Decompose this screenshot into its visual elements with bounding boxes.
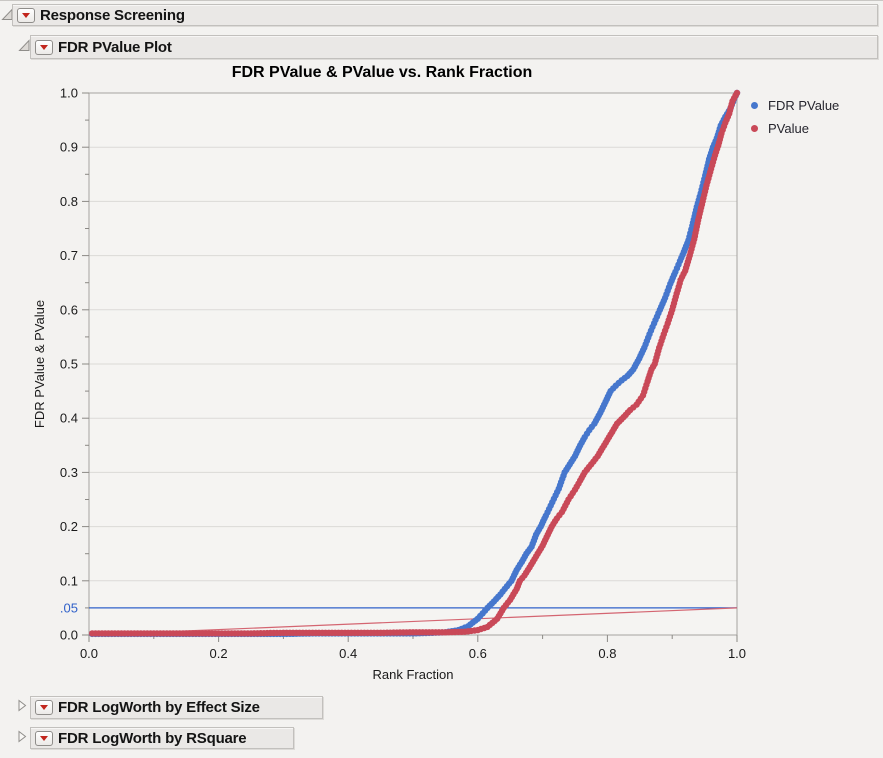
y-threshold-label: .05 <box>60 600 78 615</box>
y-tick-label: 0.4 <box>60 411 78 426</box>
y-tick-label: 0.8 <box>60 194 78 209</box>
legend-item-fdr-pvalue[interactable]: FDR PValue <box>751 94 839 117</box>
outline-header-fdr-logworth-by-rsquare[interactable]: FDR LogWorth by RSquare <box>30 727 294 749</box>
plot-legend: FDR PValue PValue <box>751 94 839 140</box>
plot-title: FDR PValue & PValue vs. Rank Fraction <box>231 64 533 81</box>
outline-header-fdr-logworth-by-effect-size[interactable]: FDR LogWorth by Effect Size <box>30 696 323 719</box>
y-tick-label: 0.5 <box>60 357 78 372</box>
legend-marker-icon <box>751 102 758 109</box>
x-tick-label: 0.4 <box>339 646 357 661</box>
x-tick-label: 0.8 <box>598 646 616 661</box>
x-tick-label: 1.0 <box>728 646 746 661</box>
legend-marker-icon <box>751 125 758 132</box>
y-tick-label: 0.0 <box>60 628 78 643</box>
y-tick-label: 0.9 <box>60 140 78 155</box>
legend-label: FDR PValue <box>768 98 840 113</box>
x-tick-label: 0.0 <box>80 646 98 661</box>
fdr-pvalue-plot-canvas: 0.0 0.2 0.4 0.6 0.8 1.0 0.0 0.1 0.2 0.3 0.4 0.5 0.6 0… <box>32 86 746 683</box>
disclosure-collapsed-icon[interactable] <box>16 730 28 743</box>
y-tick-label: 0.7 <box>60 248 78 263</box>
y-tick-label: 1.0 <box>60 86 78 101</box>
red-triangle-menu-icon[interactable] <box>35 700 53 715</box>
y-tick-label: 0.2 <box>60 519 78 534</box>
x-tick-label: 0.6 <box>469 646 487 661</box>
red-triangle-menu-icon[interactable] <box>35 730 53 746</box>
data-point[interactable] <box>733 89 741 97</box>
x-axis-title[interactable]: Rank Fraction <box>373 667 454 682</box>
outline-title: Response Screening <box>40 6 185 24</box>
outline-header-fdr-pvalue-plot[interactable]: FDR PValue Plot <box>30 35 878 59</box>
red-triangle-menu-icon[interactable] <box>17 7 35 23</box>
outline-title: FDR PValue Plot <box>58 38 172 56</box>
y-tick-label: 0.6 <box>60 302 78 317</box>
disclosure-collapsed-icon[interactable] <box>16 699 28 712</box>
y-tick-label: 0.1 <box>60 573 78 588</box>
outline-title: FDR LogWorth by Effect Size <box>58 699 260 716</box>
y-tick-label: 0.3 <box>60 465 78 480</box>
legend-item-pvalue[interactable]: PValue <box>751 117 839 140</box>
red-triangle-menu-icon[interactable] <box>35 39 53 55</box>
disclosure-expanded-icon[interactable] <box>18 39 30 52</box>
outline-title: FDR LogWorth by RSquare <box>58 729 247 747</box>
x-tick-label: 0.2 <box>210 646 228 661</box>
outline-header-response-screening[interactable]: Response Screening <box>12 4 878 26</box>
series-pvalue[interactable] <box>89 89 741 637</box>
legend-label: PValue <box>768 121 809 136</box>
y-axis-title[interactable]: FDR PValue & PValue <box>32 300 47 428</box>
